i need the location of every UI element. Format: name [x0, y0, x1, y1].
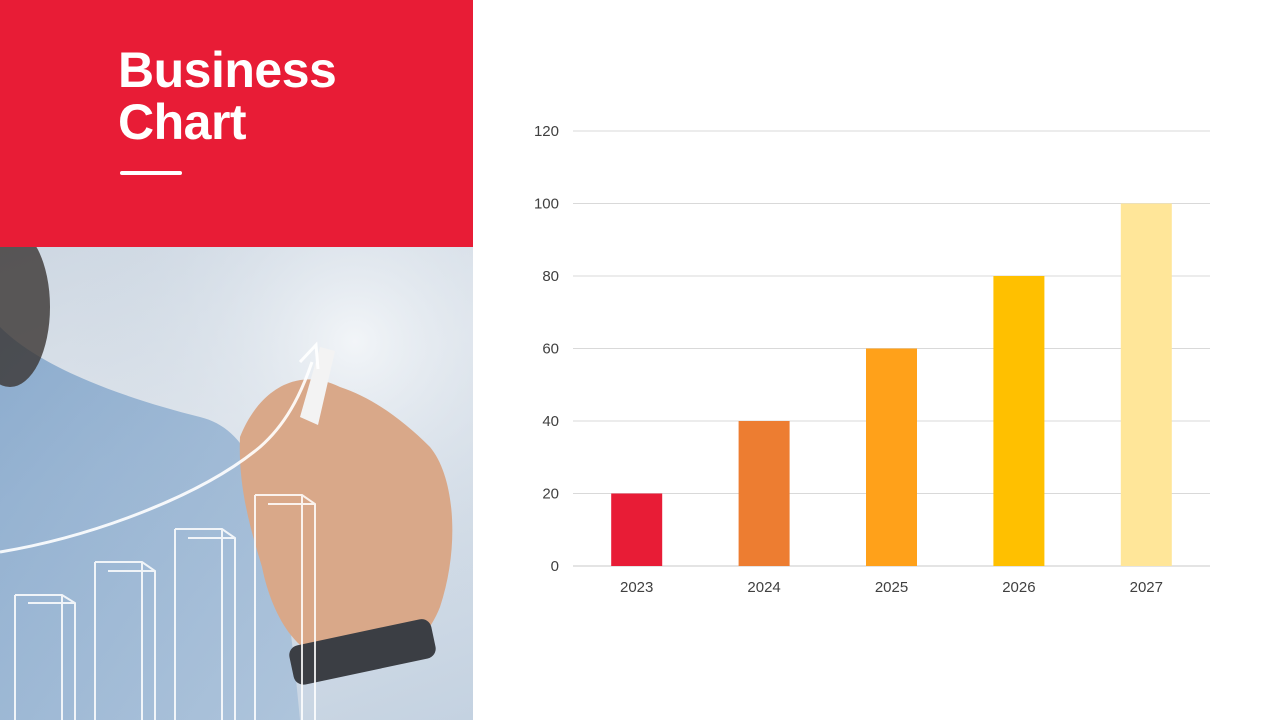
bar-2024 [738, 421, 790, 566]
drawn-bars-icon [14, 494, 316, 720]
y-tick-label: 80 [542, 268, 559, 285]
x-tick-label: 2027 [1130, 579, 1163, 596]
y-tick-label: 120 [534, 123, 559, 140]
bar-2023 [611, 493, 663, 566]
growth-arrow-line [0, 361, 314, 554]
watch-strap [289, 619, 436, 685]
hand-drawing-chart-illustration [0, 247, 473, 720]
left-column: Business Chart [0, 0, 473, 720]
x-tick-label: 2025 [875, 579, 908, 596]
y-tick-label: 40 [542, 413, 559, 430]
y-tick-label: 100 [534, 196, 559, 213]
beard-shape [0, 247, 50, 387]
arrow-head-icon [298, 341, 320, 370]
marker-shape [300, 347, 335, 425]
bar-chart: 0 20 40 60 80 100 120 2023 2024 2025 2026 2027 [534, 123, 1210, 596]
y-tick-label: 20 [542, 486, 559, 503]
bar-2027 [1120, 203, 1172, 566]
x-tick-label: 2024 [747, 579, 780, 596]
hand-shape [239, 379, 453, 661]
bar-chart-container: 0 20 40 60 80 100 120 2023 2024 2025 2026 2027 [473, 0, 1280, 720]
x-tick-label: 2023 [620, 579, 653, 596]
x-axis-ticks: 2023 2024 2025 2026 2027 [620, 579, 1163, 596]
y-tick-label: 60 [542, 341, 559, 358]
bar-2025 [866, 348, 917, 566]
y-axis-ticks: 0 20 40 60 80 100 120 [534, 123, 559, 575]
x-tick-label: 2026 [1002, 579, 1035, 596]
bar-2026 [993, 276, 1045, 566]
title-underline [120, 171, 182, 175]
title-line-1: Business [118, 42, 337, 98]
business-photo [0, 247, 473, 720]
y-tick-label: 0 [551, 558, 559, 575]
title-line-2: Chart [118, 94, 247, 150]
slide-title: Business Chart [118, 42, 337, 150]
bars [611, 203, 1172, 566]
title-panel: Business Chart [0, 0, 473, 247]
